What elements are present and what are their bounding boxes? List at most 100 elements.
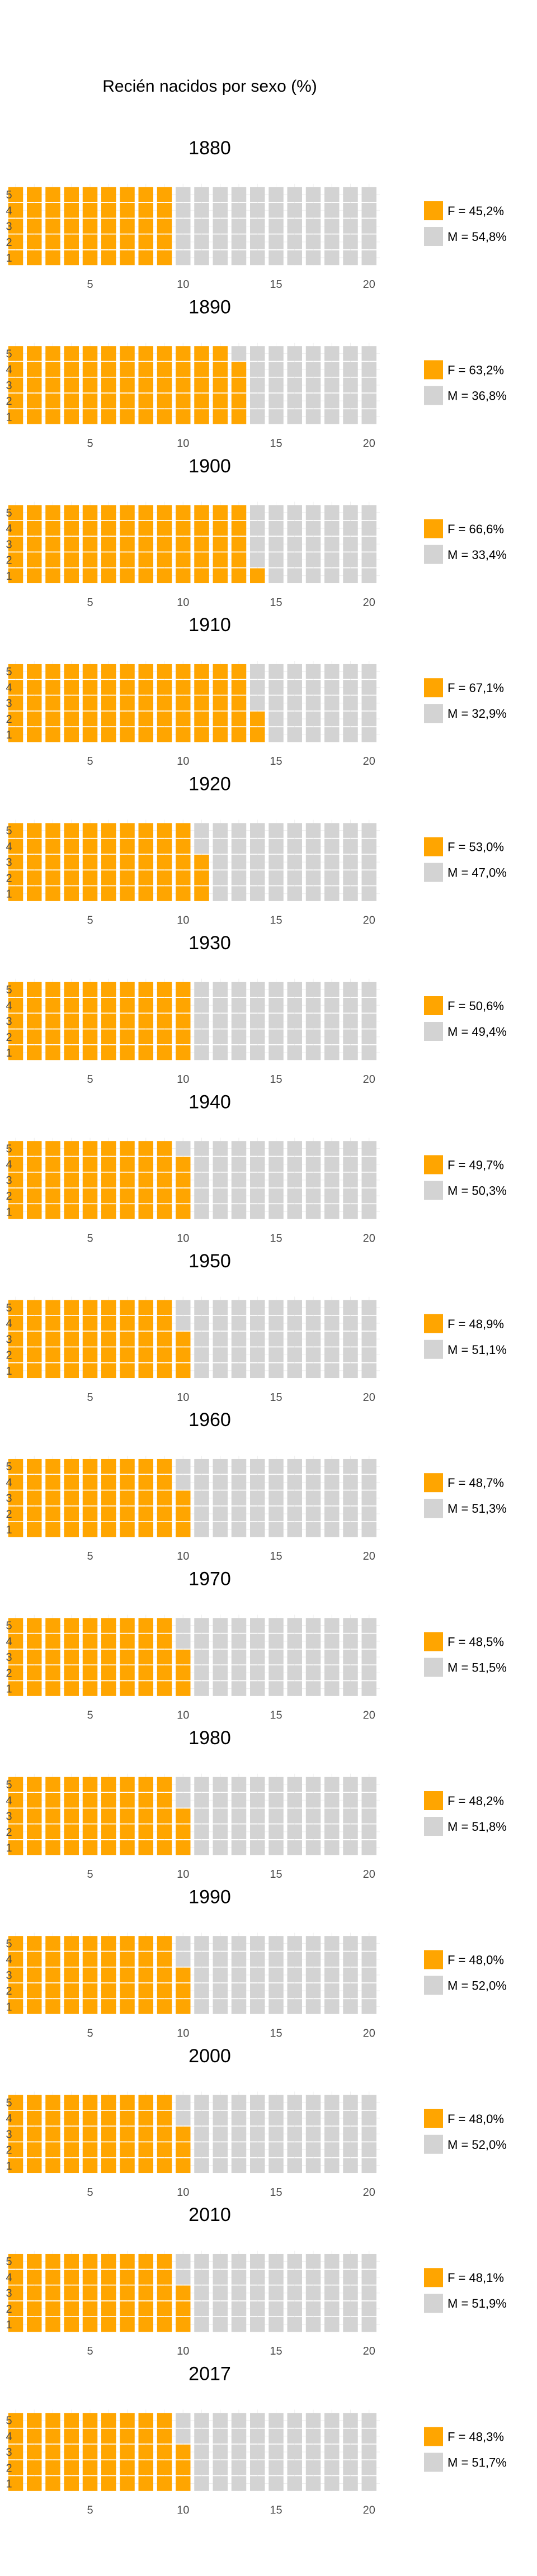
cell-f [157, 1522, 172, 1537]
cell-m [213, 1141, 228, 1156]
cell-f [120, 2317, 135, 2332]
cell-f [157, 537, 172, 552]
cell-f [64, 2110, 79, 2126]
cell-f [157, 839, 172, 854]
cell-m [361, 711, 376, 727]
cell-f [138, 234, 153, 249]
cell-m [361, 2253, 376, 2269]
cell-f [138, 1824, 153, 1839]
cell-f [138, 2301, 153, 2317]
cell-m [361, 1952, 376, 1967]
cell-f [101, 1633, 116, 1649]
x-tick-label: 15 [270, 1232, 282, 1244]
cell-m [343, 2110, 358, 2126]
cell-f [64, 2142, 79, 2157]
waffle-title: 1880 [189, 138, 231, 159]
cell-m [343, 1824, 358, 1839]
cell-f [194, 409, 209, 424]
cell-m [361, 1172, 376, 1188]
legend-label-m: M = 33,4% [447, 548, 507, 562]
cell-f [101, 870, 116, 886]
cell-f [82, 1777, 98, 1792]
legend-label-m: M = 52,0% [447, 2138, 507, 2152]
cell-m [287, 2095, 302, 2110]
cell-m [287, 409, 302, 424]
cell-m [287, 2253, 302, 2269]
cell-f [45, 1952, 60, 1967]
cell-m [250, 1157, 265, 1172]
cell-m [343, 203, 358, 218]
cell-f [8, 1188, 23, 1204]
cell-f [82, 2301, 98, 2317]
cell-m [287, 505, 302, 520]
legend-label-m: M = 50,3% [447, 1183, 507, 1197]
cell-f [101, 2444, 116, 2460]
y-tick-label: 3 [6, 1016, 12, 1028]
cell-f [27, 1300, 42, 1315]
cell-m [324, 2253, 340, 2269]
cell-f [82, 219, 98, 234]
x-tick-label: 20 [363, 2345, 375, 2357]
cell-m [250, 1506, 265, 1522]
cell-m [250, 2413, 265, 2428]
legend-swatch-f [424, 519, 443, 538]
cell-f [64, 2460, 79, 2475]
cell-f [176, 998, 191, 1013]
cell-m [287, 2428, 302, 2444]
y-tick-label: 1 [6, 1047, 12, 1059]
cell-f [82, 234, 98, 249]
waffle-title: 1940 [189, 1091, 231, 1112]
cell-m [343, 1363, 358, 1379]
cell-f [8, 362, 23, 377]
cell-f [8, 1840, 23, 1855]
cell-f [120, 1029, 135, 1044]
cell-m [250, 2253, 265, 2269]
cell-f [82, 2285, 98, 2300]
cell-f [157, 203, 172, 218]
cell-f [101, 1681, 116, 1696]
cell-f [120, 1649, 135, 1665]
cell-f [45, 664, 60, 679]
cell-f [82, 2253, 98, 2269]
cell-m [361, 505, 376, 520]
cell-f [138, 1332, 153, 1347]
cell-f [27, 1141, 42, 1156]
cell-m [305, 1204, 321, 1219]
cell-f [82, 998, 98, 1013]
cell-f [8, 568, 23, 584]
cell-m [250, 1490, 265, 1505]
cell-m [213, 854, 228, 870]
cell-m [343, 346, 358, 361]
cell-f [64, 664, 79, 679]
cell-m [194, 1141, 209, 1156]
y-tick-label: 5 [6, 348, 12, 360]
cell-f [27, 520, 42, 536]
cell-m [343, 998, 358, 1013]
cell-m [287, 1522, 302, 1537]
cell-f [101, 711, 116, 727]
cell-m [361, 1157, 376, 1172]
legend-swatch-f [424, 201, 443, 220]
cell-m [343, 664, 358, 679]
cell-m [287, 2142, 302, 2157]
cell-m [361, 982, 376, 997]
cell-f [120, 1459, 135, 1474]
cell-m [305, 409, 321, 424]
cell-m [324, 2317, 340, 2332]
cell-m [268, 1475, 284, 1490]
cell-m [324, 203, 340, 218]
cell-m [361, 2110, 376, 2126]
cell-f [45, 2127, 60, 2142]
cell-f [138, 377, 153, 393]
cell-f [157, 2127, 172, 2142]
y-tick-label: 2 [6, 872, 12, 884]
cell-f [120, 2127, 135, 2142]
cell-m [194, 2476, 209, 2491]
cell-m [305, 1999, 321, 2014]
cell-m [268, 1141, 284, 1156]
cell-m [305, 1332, 321, 1347]
cell-f [82, 377, 98, 393]
cell-f [27, 2317, 42, 2332]
